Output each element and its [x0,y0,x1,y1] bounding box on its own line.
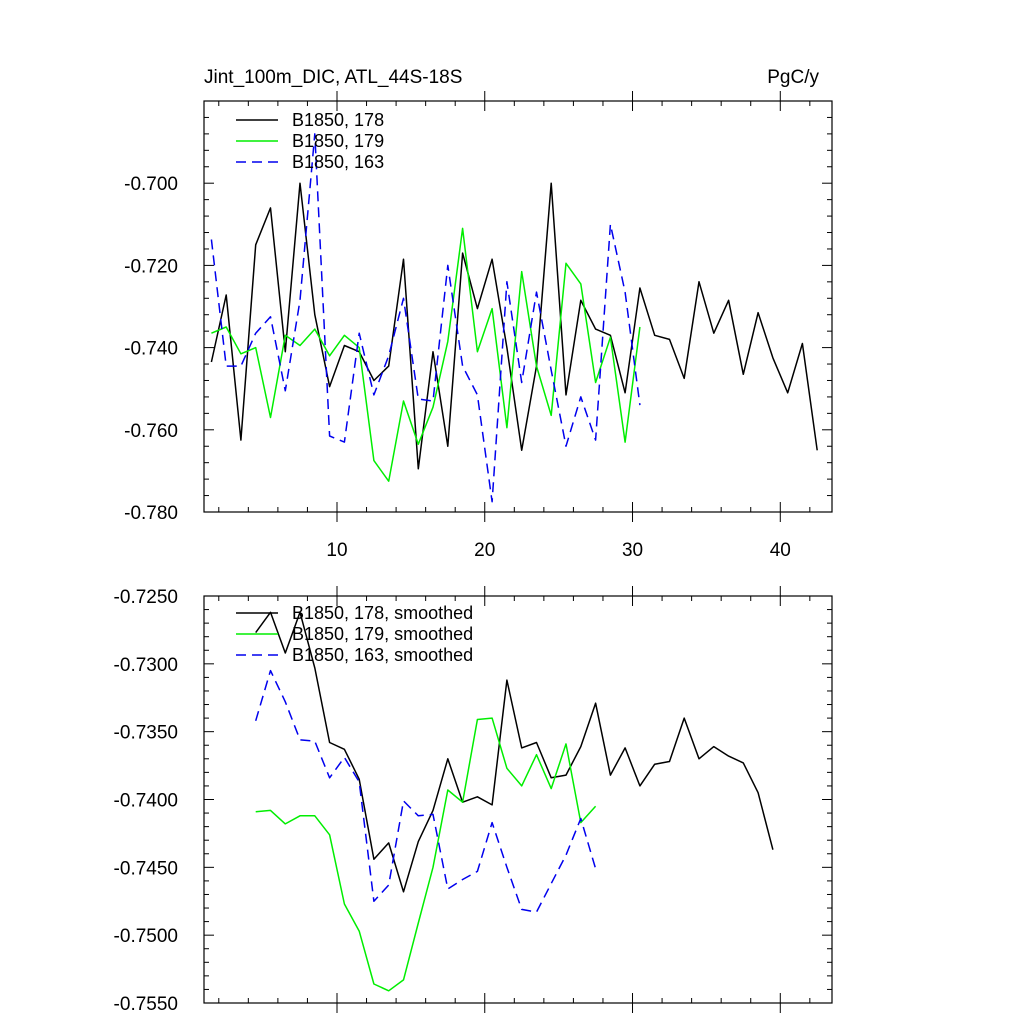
y-tick-label: -0.720 [124,256,178,277]
series-line-3 [254,669,597,913]
y-tick-label: -0.7300 [114,655,178,676]
series-line-1 [210,182,818,470]
y-tick-label: -0.7500 [114,926,178,947]
y-tick-label: -0.740 [124,339,178,360]
series-line-3 [210,133,641,503]
legend-label-1: B1850, 178 [292,110,384,130]
bottom-panel: -0.7550 -0.7500 -0.7450 -0.7400 -0.7350 -0.73… [114,586,833,1015]
y-tick-label: -0.7250 [114,587,178,608]
series-line-2 [211,227,641,482]
chart-title: Jint_100m_DIC, ATL_44S-18S [204,67,462,88]
legend-label-3: B1850, 163 [292,152,384,172]
y-tick-label: -0.7400 [114,791,178,812]
series-line-2 [255,717,597,992]
top-panel: Jint_100m_DIC, ATL_44S-18S PgC/y -0.780 -… [124,67,833,561]
legend-label-1: B1850, 178, smoothed [292,603,473,623]
x-tick-label: 20 [474,540,495,561]
units-label: PgC/y [767,67,819,88]
x-tick-label: 40 [770,540,791,561]
legend-label-2: B1850, 179 [292,131,384,151]
series-line-1 [255,611,774,893]
y-tick-label: -0.760 [124,421,178,442]
legend-label-2: B1850, 179, smoothed [292,624,473,644]
legend-label-3: B1850, 163, smoothed [292,645,473,665]
y-tick-label: -0.7350 [114,723,178,744]
y-tick-label: -0.7450 [114,858,178,879]
y-tick-label: -0.7550 [114,994,178,1015]
x-tick-label: 30 [622,540,643,561]
x-tick-label: 10 [326,540,347,561]
y-tick-label: -0.780 [124,503,178,524]
y-tick-label: -0.700 [124,174,178,195]
plot-frame [203,100,833,513]
